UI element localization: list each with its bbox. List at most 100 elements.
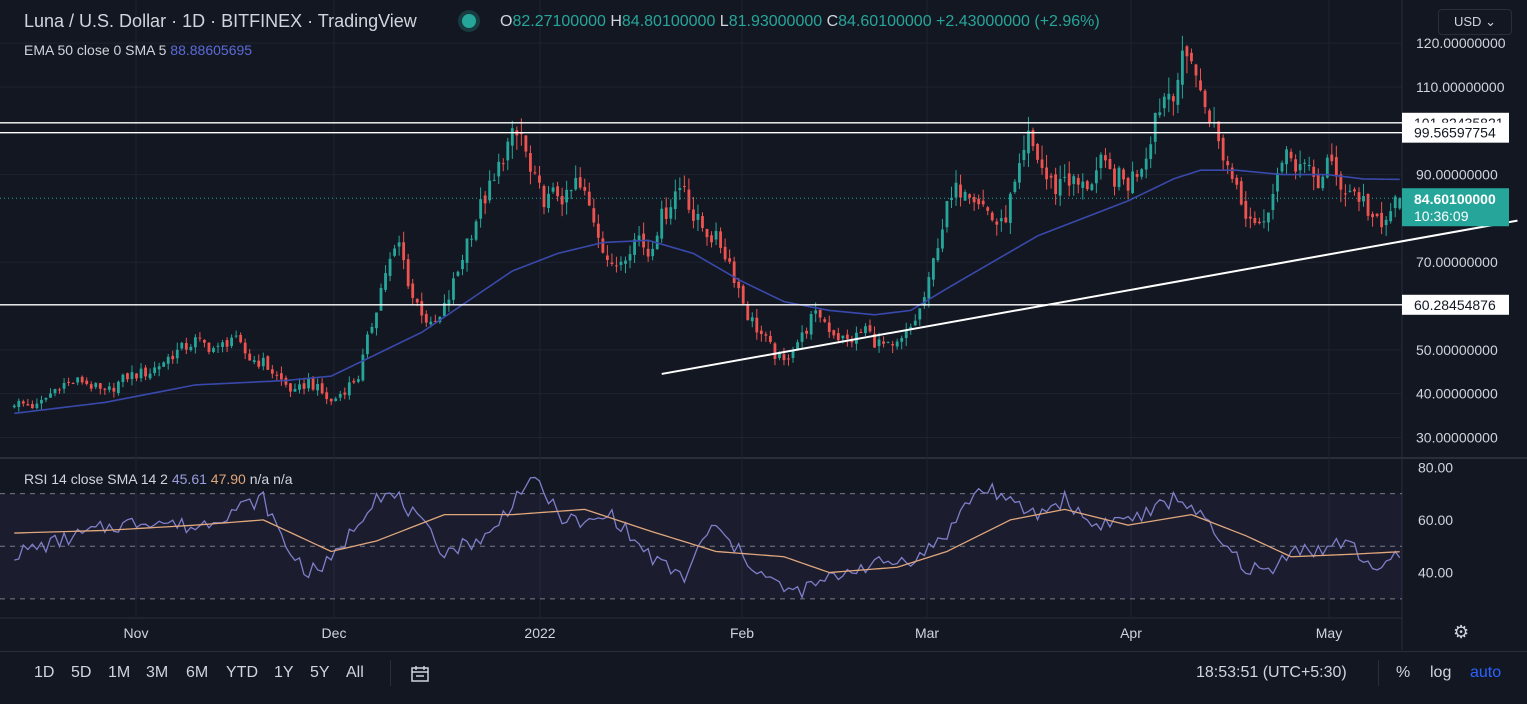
candle-body bbox=[112, 387, 116, 392]
timeframe-all[interactable]: All bbox=[346, 664, 364, 681]
candle-body bbox=[1018, 163, 1021, 183]
candle-body bbox=[805, 330, 809, 334]
candle-body bbox=[175, 349, 179, 359]
candle-body bbox=[12, 405, 16, 408]
candle-body bbox=[270, 369, 274, 374]
candle-body bbox=[1144, 158, 1148, 170]
candle-body bbox=[49, 393, 52, 398]
rsi-ma-legend-value: 47.90 bbox=[210, 471, 246, 487]
candle-body bbox=[452, 278, 455, 300]
candle-body bbox=[678, 188, 682, 190]
candle-body bbox=[827, 322, 831, 332]
ema-legend[interactable]: EMA 50 close 0 SMA 5 88.88605695 bbox=[24, 42, 252, 58]
change-value: +2.43000000 (+2.96%) bbox=[936, 13, 1100, 30]
candle-body bbox=[144, 367, 147, 377]
candle-body bbox=[886, 341, 890, 343]
last-price-label-box bbox=[1402, 188, 1509, 227]
ema-legend-value: 88.88605695 bbox=[170, 42, 253, 58]
candle-body bbox=[116, 381, 120, 394]
price-tick-label: 70.00000000 bbox=[1416, 254, 1498, 270]
candle-body bbox=[596, 223, 600, 238]
candle-body bbox=[461, 259, 464, 270]
time-tick-label: Feb bbox=[730, 625, 754, 641]
gear-icon[interactable]: ⚙ bbox=[1453, 622, 1470, 642]
timeframe-ytd[interactable]: YTD bbox=[226, 664, 258, 681]
time-tick-label: May bbox=[1316, 625, 1342, 641]
candle-body bbox=[429, 321, 433, 325]
auto-scale-toggle[interactable]: auto bbox=[1470, 664, 1502, 681]
percent-scale-toggle[interactable]: % bbox=[1396, 664, 1411, 681]
rsi-line bbox=[14, 476, 1401, 600]
candle-body bbox=[239, 334, 243, 343]
candle-body bbox=[673, 191, 677, 210]
candle-body bbox=[864, 326, 867, 334]
candle-body bbox=[107, 386, 111, 390]
candle-body bbox=[325, 392, 329, 400]
ema-50-line bbox=[14, 169, 1400, 415]
candle-body bbox=[80, 376, 84, 383]
price-line-label-box bbox=[1402, 122, 1509, 143]
candle-body bbox=[343, 392, 347, 395]
rsi-legend-label: RSI 14 close SMA 14 2 bbox=[24, 471, 168, 487]
candle-body bbox=[963, 191, 967, 201]
log-scale-toggle[interactable]: log bbox=[1430, 664, 1452, 681]
candle-body bbox=[814, 310, 818, 314]
candle-body bbox=[126, 373, 129, 380]
candle-body bbox=[637, 235, 641, 242]
candle-body bbox=[307, 378, 310, 389]
candle-body bbox=[1253, 218, 1257, 224]
timeframe-1d[interactable]: 1D bbox=[34, 664, 55, 681]
rsi-legend[interactable]: RSI 14 close SMA 14 2 45.61 47.90 n/a n/… bbox=[24, 471, 293, 487]
candle-body bbox=[1108, 158, 1112, 170]
session-clock[interactable]: 18:53:51 (UTC+5:30) bbox=[1196, 664, 1347, 681]
candle-body bbox=[103, 388, 107, 390]
candle-body bbox=[796, 342, 799, 351]
time-tick-label: Mar bbox=[915, 625, 939, 641]
currency-select[interactable]: USD ⌄ bbox=[1438, 9, 1512, 35]
candle-body bbox=[433, 320, 437, 322]
candle-body bbox=[298, 384, 301, 390]
candle-body bbox=[135, 373, 138, 379]
price-line-label: 60.28454876 bbox=[1414, 297, 1496, 313]
candle-body bbox=[1054, 174, 1058, 195]
candle-body bbox=[895, 341, 899, 347]
candle-body bbox=[329, 398, 333, 402]
candle-body bbox=[1226, 161, 1230, 166]
candle-body bbox=[782, 354, 786, 361]
candle-body bbox=[660, 208, 664, 239]
timeframe-1m[interactable]: 1M bbox=[108, 664, 131, 681]
candle-body bbox=[1307, 165, 1311, 167]
time-tick-label: 2022 bbox=[524, 625, 555, 641]
candle-body bbox=[737, 281, 741, 289]
candle-body bbox=[533, 172, 537, 174]
candle-body bbox=[787, 358, 790, 360]
candle-body bbox=[836, 333, 840, 341]
candle-body bbox=[230, 337, 233, 347]
timeframe-6m[interactable]: 6M bbox=[186, 664, 209, 681]
candle-body bbox=[1013, 181, 1017, 192]
candle-body bbox=[913, 320, 917, 326]
candle-body bbox=[1104, 155, 1107, 161]
timeframe-1y[interactable]: 1Y bbox=[274, 664, 294, 681]
candle-body bbox=[931, 258, 935, 280]
candle-body bbox=[904, 330, 908, 338]
candle-body bbox=[701, 216, 704, 228]
candle-body bbox=[1113, 168, 1116, 187]
candle-body bbox=[954, 182, 958, 198]
candle-body bbox=[891, 344, 895, 346]
timeframe-5d[interactable]: 5D bbox=[71, 664, 92, 681]
candle-body bbox=[950, 197, 953, 200]
candle-body bbox=[1158, 112, 1162, 116]
candle-body bbox=[293, 389, 297, 392]
timeframe-5y[interactable]: 5Y bbox=[310, 664, 330, 681]
candle-body bbox=[1325, 157, 1329, 178]
candle-body bbox=[184, 343, 188, 350]
candle-body bbox=[420, 301, 424, 316]
timeframe-3m[interactable]: 3M bbox=[146, 664, 169, 681]
symbol-title[interactable]: Luna / U.S. Dollar · 1D · BITFINEX · Tra… bbox=[24, 11, 417, 31]
candle-body bbox=[524, 135, 528, 152]
candle-body bbox=[1371, 213, 1374, 218]
calendar-range-icon[interactable] bbox=[410, 664, 430, 689]
candle-body bbox=[470, 238, 473, 240]
